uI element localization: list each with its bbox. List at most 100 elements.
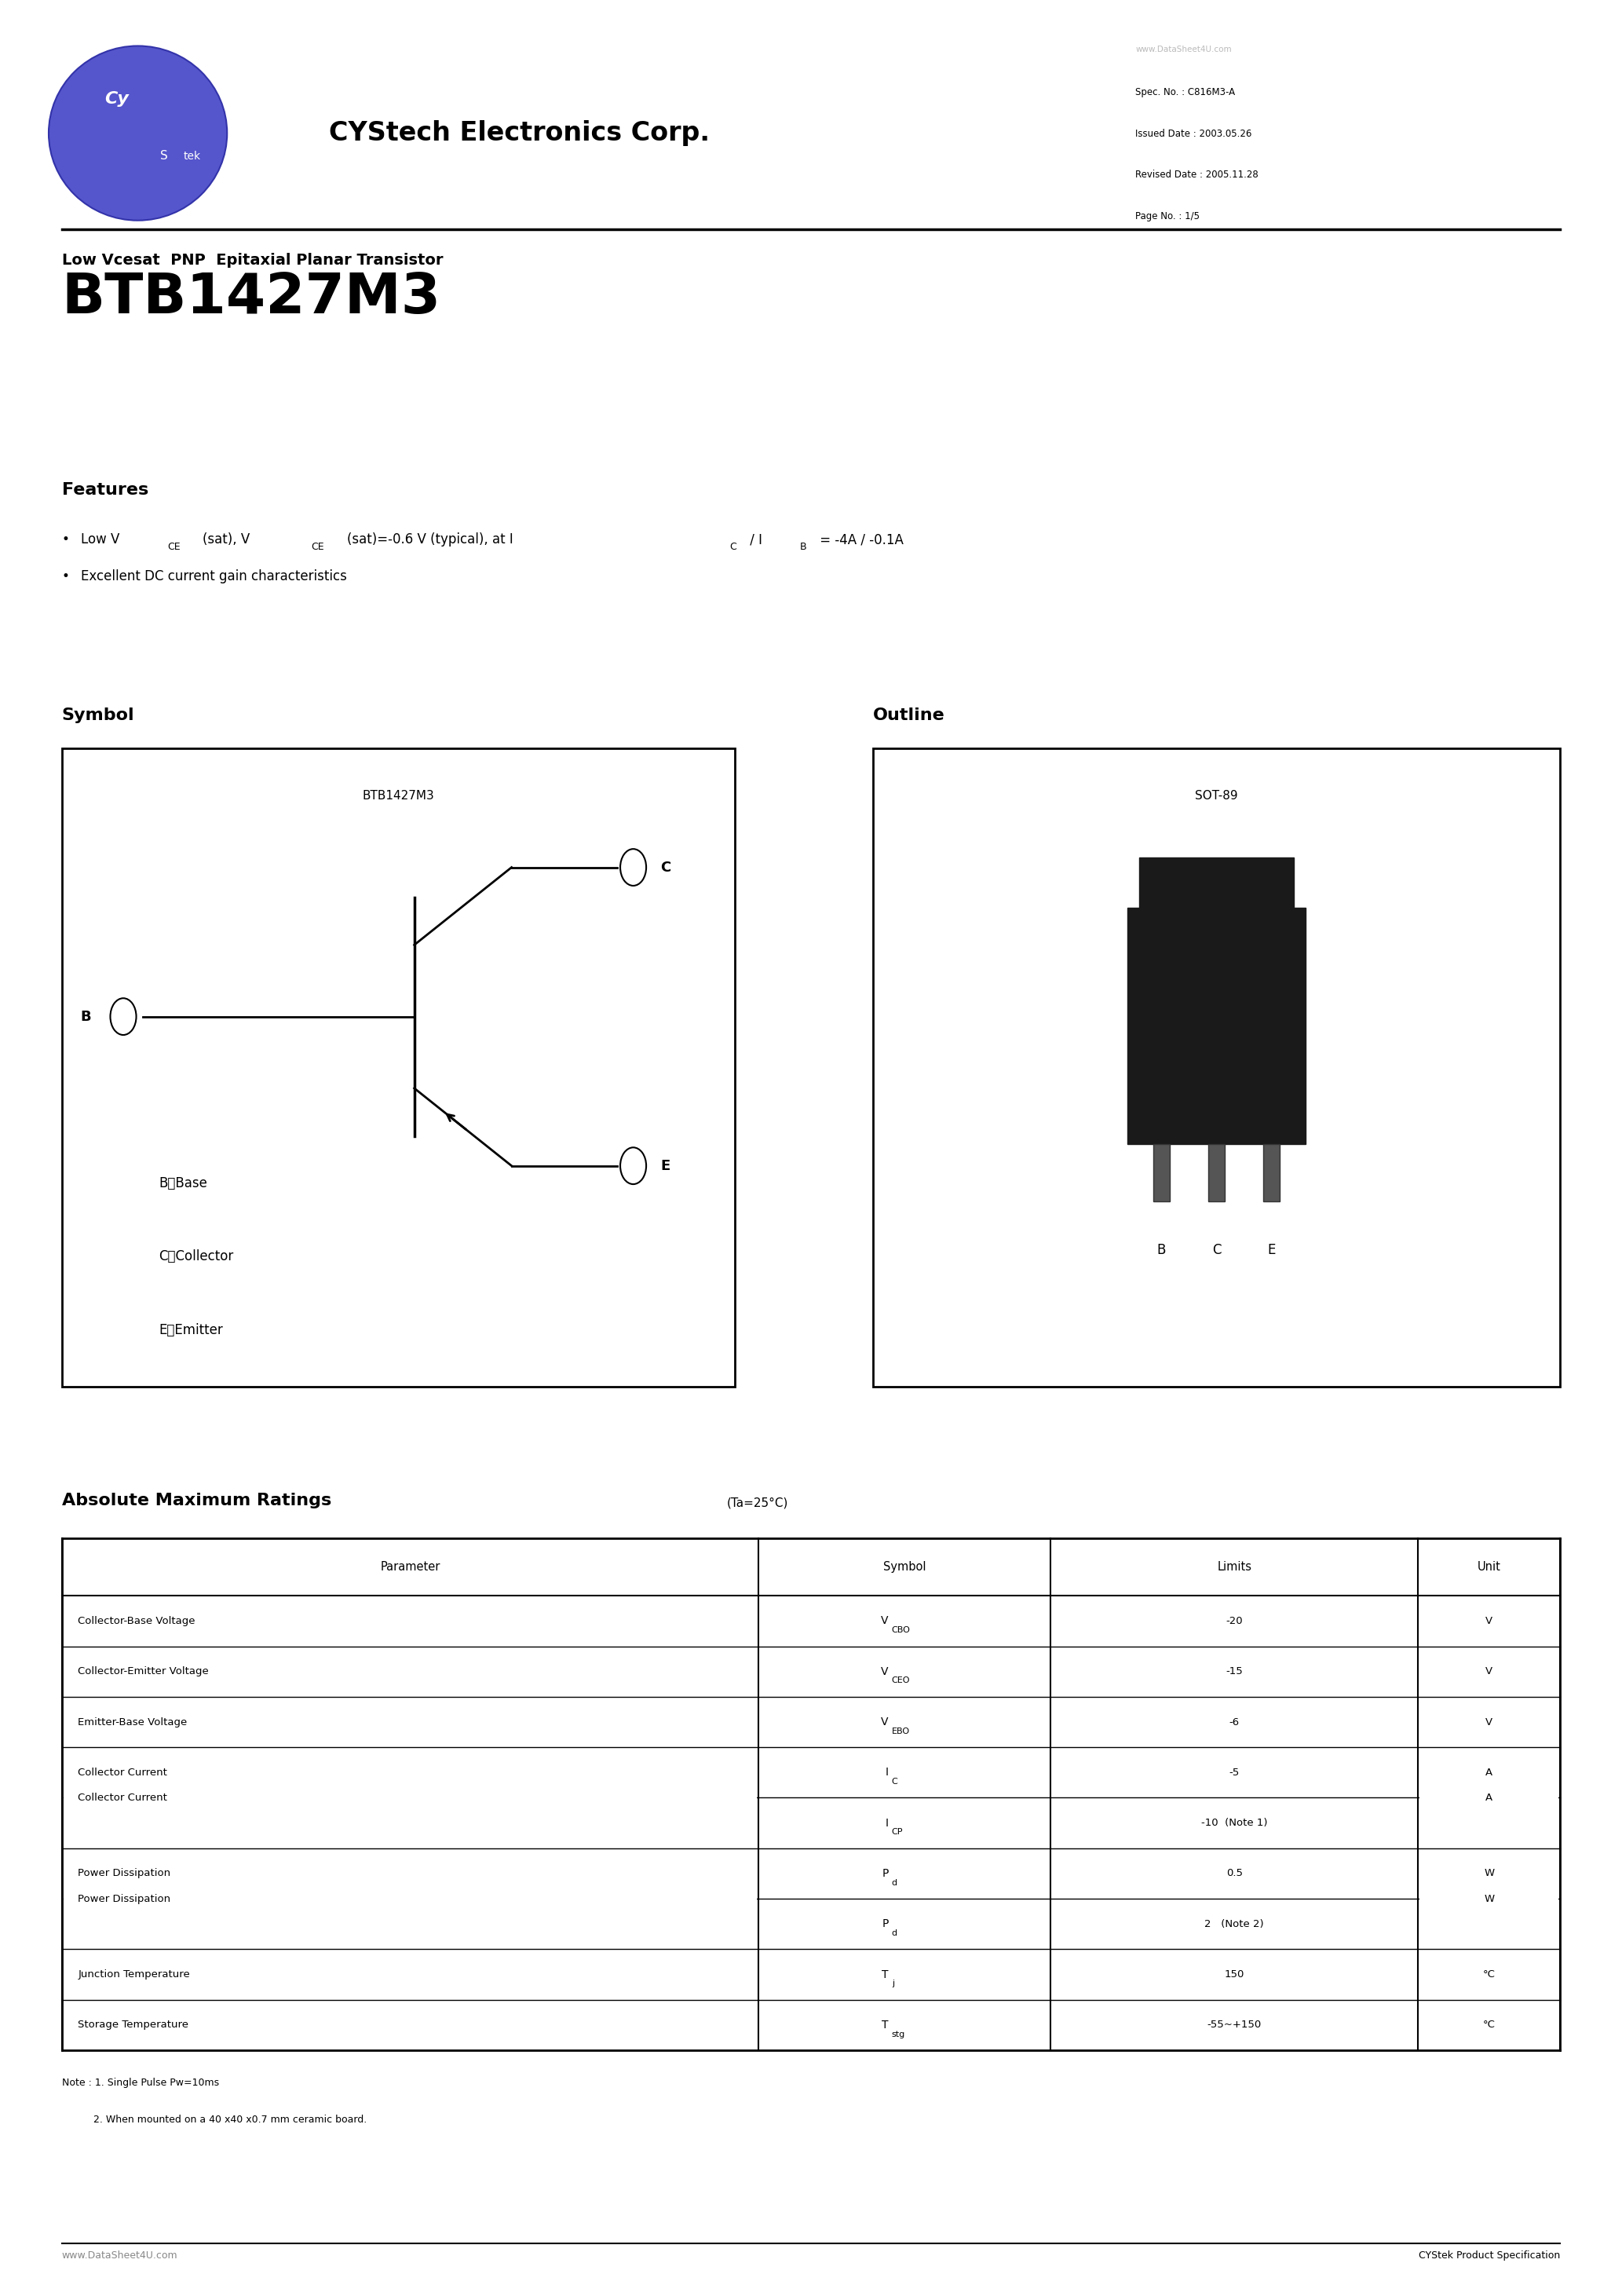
Text: www.DataSheet4U.com: www.DataSheet4U.com [1135, 46, 1231, 53]
Text: C: C [1212, 1242, 1221, 1258]
Text: BTB1427M3: BTB1427M3 [362, 790, 435, 801]
Bar [63, 1896, 757, 1901]
Bar [1127, 907, 1306, 1143]
Text: Spec. No. : C816M3-A: Spec. No. : C816M3-A [1135, 87, 1236, 96]
Text: •: • [62, 569, 70, 583]
Text: Page No. : 1/5: Page No. : 1/5 [1135, 211, 1200, 220]
Text: °C: °C [1483, 1970, 1495, 1979]
Text: d: d [892, 1878, 897, 1887]
Text: W: W [1484, 1869, 1494, 1878]
Text: CYStech Electronics Corp.: CYStech Electronics Corp. [329, 119, 709, 147]
Text: CE: CE [167, 542, 180, 551]
Text: d: d [892, 1929, 897, 1938]
Text: C: C [660, 861, 672, 875]
Text: °C: °C [1483, 2020, 1495, 2030]
Text: -10  (Note 1): -10 (Note 1) [1202, 1818, 1267, 1828]
Text: C：Collector: C：Collector [159, 1249, 234, 1263]
Text: V: V [881, 1616, 889, 1626]
Text: B: B [81, 1010, 91, 1024]
Text: P: P [882, 1869, 889, 1878]
Text: T: T [882, 1970, 889, 1979]
Text: Collector Current: Collector Current [78, 1768, 167, 1777]
Text: CE: CE [311, 542, 324, 551]
Text: Collector-Base Voltage: Collector-Base Voltage [78, 1616, 195, 1626]
Text: -5: -5 [1229, 1768, 1239, 1777]
Text: B: B [1156, 1242, 1166, 1258]
Bar [873, 748, 1560, 1387]
Text: E: E [660, 1159, 670, 1173]
Text: Collector Current: Collector Current [78, 1793, 167, 1802]
Text: V: V [1486, 1717, 1492, 1727]
Text: 2   (Note 2): 2 (Note 2) [1205, 1919, 1264, 1929]
Text: Cy: Cy [105, 92, 128, 106]
Text: B: B [800, 542, 806, 551]
Text: j: j [892, 1979, 894, 1988]
Text: Low Vcesat  PNP  Epitaxial Planar Transistor: Low Vcesat PNP Epitaxial Planar Transist… [62, 253, 443, 266]
Text: Features: Features [62, 482, 148, 498]
Text: 2. When mounted on a 40 x40 x0.7 mm ceramic board.: 2. When mounted on a 40 x40 x0.7 mm cera… [62, 2115, 367, 2124]
Bar [62, 748, 735, 1387]
Text: Junction Temperature: Junction Temperature [78, 1970, 190, 1979]
Bar [1264, 1143, 1280, 1201]
Text: -6: -6 [1229, 1717, 1239, 1727]
Text: SOT-89: SOT-89 [1195, 790, 1238, 801]
Text: Note : 1. Single Pulse Pw=10ms: Note : 1. Single Pulse Pw=10ms [62, 2078, 219, 2087]
Bar [1139, 856, 1294, 907]
Text: •: • [62, 533, 70, 546]
Bar [1419, 1896, 1559, 1901]
Text: stg: stg [892, 2030, 905, 2039]
Text: = -4A / -0.1A: = -4A / -0.1A [816, 533, 903, 546]
Text: I: I [886, 1768, 889, 1777]
Text: T: T [882, 2020, 889, 2030]
Text: V: V [881, 1667, 889, 1676]
Text: -55~+150: -55~+150 [1207, 2020, 1262, 2030]
Text: Absolute Maximum Ratings: Absolute Maximum Ratings [62, 1492, 331, 1508]
Text: Outline: Outline [873, 707, 944, 723]
Text: BTB1427M3: BTB1427M3 [62, 271, 441, 326]
Text: V: V [1486, 1616, 1492, 1626]
Text: / I: / I [746, 533, 762, 546]
Text: Symbol: Symbol [884, 1561, 926, 1573]
Text: CYStek Product Specification: CYStek Product Specification [1419, 2250, 1560, 2259]
Text: Storage Temperature: Storage Temperature [78, 2020, 188, 2030]
Bar [1208, 1143, 1225, 1201]
Text: V: V [881, 1717, 889, 1727]
Text: C: C [892, 1777, 899, 1786]
Text: Parameter: Parameter [380, 1561, 440, 1573]
Text: W: W [1484, 1894, 1494, 1903]
Text: Low V: Low V [81, 533, 120, 546]
Text: 150: 150 [1225, 1970, 1244, 1979]
Text: E：Emitter: E：Emitter [159, 1322, 224, 1336]
Text: Emitter-Base Voltage: Emitter-Base Voltage [78, 1717, 187, 1727]
Text: A: A [1486, 1793, 1492, 1802]
Text: P: P [882, 1919, 889, 1929]
Text: -15: -15 [1226, 1667, 1242, 1676]
Text: V: V [1486, 1667, 1492, 1676]
Text: Issued Date : 2003.05.26: Issued Date : 2003.05.26 [1135, 129, 1252, 138]
Text: 0.5: 0.5 [1226, 1869, 1242, 1878]
Text: Excellent DC current gain characteristics: Excellent DC current gain characteristic… [81, 569, 347, 583]
Text: C: C [730, 542, 736, 551]
Text: tek: tek [183, 152, 201, 161]
Text: (Ta=25°C): (Ta=25°C) [727, 1497, 788, 1508]
Bar [1153, 1143, 1169, 1201]
Text: Power Dissipation: Power Dissipation [78, 1894, 170, 1903]
Text: E: E [1267, 1242, 1277, 1258]
Text: I: I [886, 1818, 889, 1828]
Text: CP: CP [892, 1828, 903, 1837]
Text: Power Dissipation: Power Dissipation [78, 1869, 170, 1878]
Text: CBO: CBO [892, 1626, 910, 1635]
Text: Limits: Limits [1216, 1561, 1252, 1573]
Text: Revised Date : 2005.11.28: Revised Date : 2005.11.28 [1135, 170, 1259, 179]
Text: www.DataSheet4U.com: www.DataSheet4U.com [62, 2250, 177, 2259]
Text: Symbol: Symbol [62, 707, 135, 723]
Text: Unit: Unit [1478, 1561, 1500, 1573]
Ellipse shape [49, 46, 227, 220]
Text: B：Base: B：Base [159, 1176, 208, 1189]
Bar [63, 1795, 757, 1800]
Text: EBO: EBO [892, 1727, 910, 1736]
Bar [1419, 1795, 1559, 1800]
Text: S: S [161, 149, 167, 163]
Text: (sat)=-0.6 V (typical), at I: (sat)=-0.6 V (typical), at I [347, 533, 513, 546]
Text: (sat), V: (sat), V [203, 533, 250, 546]
